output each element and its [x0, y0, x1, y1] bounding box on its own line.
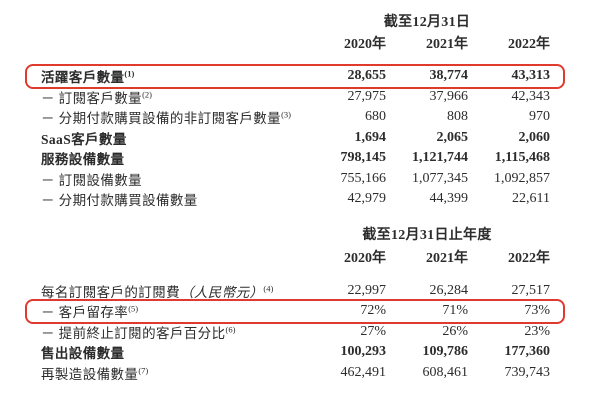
table1-year-2022: 2022年	[508, 37, 550, 52]
table2-year-2020: 2020年	[344, 250, 386, 266]
value-2021: 808	[447, 109, 468, 125]
table2-year-2021: 2021年	[426, 250, 468, 266]
table1-year-2020: 2020年	[344, 37, 386, 52]
row-label: － 分期付款購買設備數量	[41, 193, 198, 209]
value-2021: 2,065	[436, 129, 469, 145]
value-2020: 798,145	[340, 150, 387, 166]
row-label: － 訂閱客戶數量(2)	[41, 89, 152, 106]
table-year-ended-dec31: 截至12月31日止年度 2020年 2021年 2022年 每名訂閱客戶的訂閱費…	[25, 226, 565, 384]
table2-period-header: 截至12月31日止年度	[362, 228, 492, 243]
value-2021: 44,399	[429, 191, 469, 207]
footnote-marker: (3)	[281, 109, 291, 120]
table-row-subscription-devices: － 訂閱設備數量 755,166 1,077,345 1,092,857	[32, 169, 556, 190]
row-label: － 提前終止訂閱的客戶百分比(6)	[41, 324, 236, 341]
value-2022: 42,343	[511, 88, 551, 104]
table2-year-header-row: 2020年 2021年 2022年	[32, 248, 556, 266]
footnote-marker: (5)	[128, 303, 139, 314]
table1-year-header-row: 2020年 2021年 2022年	[32, 34, 556, 52]
table1-period-header-row: 截至12月31日	[32, 12, 556, 30]
value-2020: 755,166	[340, 170, 387, 186]
value-2022: 1,092,857	[494, 170, 550, 186]
table-as-of-dec31: 截至12月31日 2020年 2021年 2022年 活躍客戶數量(1) 28,…	[25, 0, 565, 210]
table-row-installment-devices: － 分期付款購買設備數量 42,979 44,399 22,611	[32, 189, 556, 210]
table-row-active-customers: 活躍客戶數量(1) 28,655 38,774 43,313	[25, 63, 565, 89]
value-2021: 71%	[442, 303, 468, 319]
value-2022: 23%	[524, 323, 550, 339]
row-label-unit: （人民幣元）	[180, 284, 264, 300]
value-2022: 739,743	[504, 364, 551, 380]
value-2022: 22,611	[512, 191, 550, 207]
table1-rows: 活躍客戶數量(1) 28,655 38,774 43,313 － 訂閱客戶數量(…	[25, 63, 565, 210]
value-2022: 2,060	[518, 129, 551, 145]
table2-period-header-row: 截至12月31日止年度	[32, 226, 556, 243]
value-2020: 27%	[360, 323, 386, 339]
row-label: － 訂閱設備數量	[41, 172, 143, 188]
row-label: 服務設備數量	[41, 152, 125, 168]
table1-period-header: 截至12月31日	[383, 14, 471, 30]
value-2021: 26,284	[429, 282, 469, 298]
footnote-marker: (4)	[263, 283, 274, 294]
table-row-devices-sold: 售出設備數量 100,293 109,786 177,360	[32, 342, 556, 363]
table1-year-2021: 2021年	[426, 37, 468, 52]
row-label: 售出設備數量	[41, 346, 125, 362]
value-2020: 680	[365, 109, 386, 125]
row-label: － 客戶留存率(5)	[41, 303, 139, 321]
table-row-early-termination-percentage: － 提前終止訂閱的客戶百分比(6) 27% 26% 23%	[32, 322, 556, 343]
table2-rows: 每名訂閱客戶的訂閱費（人民幣元）(4) 22,997 26,284 27,517…	[25, 281, 565, 384]
row-label: － 分期付款購買設備的非訂閱客戶數量(3)	[41, 109, 291, 127]
table-row-customer-retention-rate: － 客戶留存率(5) 72% 71% 73%	[25, 298, 565, 324]
value-2020: 462,491	[340, 364, 387, 380]
table-row-subscription-fee-per-customer: 每名訂閱客戶的訂閱費（人民幣元）(4) 22,997 26,284 27,517	[32, 281, 556, 302]
value-2020: 72%	[360, 303, 386, 319]
table-row-remanufactured-devices: 再製造設備數量(7) 462,491 608,461 739,743	[32, 363, 556, 384]
row-label: 活躍客戶數量(1)	[41, 68, 135, 86]
value-2020: 1,694	[354, 129, 387, 145]
footnote-marker: (2)	[142, 89, 152, 100]
value-2021: 1,121,744	[412, 150, 468, 166]
value-2022: 73%	[524, 303, 550, 319]
row-label: SaaS客戶數量	[41, 131, 127, 147]
value-2021: 37,966	[429, 88, 469, 104]
footnote-marker: (7)	[138, 365, 149, 376]
value-2022: 177,360	[504, 344, 551, 360]
value-2020: 42,979	[347, 191, 387, 207]
value-2021: 109,786	[422, 344, 469, 360]
table-row-saas-customers: SaaS客戶數量 1,694 2,065 2,060	[32, 128, 556, 149]
footnote-marker: (1)	[124, 68, 135, 79]
table-row-subscription-customers: － 訂閱客戶數量(2) 27,975 37,966 42,343	[32, 87, 556, 108]
row-label: 每名訂閱客戶的訂閱費（人民幣元）(4)	[41, 283, 274, 300]
table-row-installment-nonsub-customers: － 分期付款購買設備的非訂閱客戶數量(3) 680 808 970	[32, 107, 556, 128]
table2-year-2022: 2022年	[508, 250, 550, 266]
value-2021: 26%	[442, 323, 468, 339]
table-row-devices-in-service: 服務設備數量 798,145 1,121,744 1,115,468	[32, 148, 556, 169]
row-label: 再製造設備數量(7)	[41, 365, 149, 382]
value-2020: 28,655	[347, 68, 387, 84]
value-2021: 608,461	[422, 364, 469, 380]
value-2020: 22,997	[347, 282, 387, 298]
value-2022: 43,313	[511, 68, 551, 84]
value-2020: 100,293	[340, 344, 387, 360]
value-2021: 38,774	[429, 68, 469, 84]
value-2022: 1,115,468	[494, 150, 550, 166]
footnote-marker: (6)	[225, 324, 236, 335]
value-2022: 970	[529, 109, 550, 125]
value-2021: 1,077,345	[412, 170, 468, 186]
value-2020: 27,975	[347, 88, 387, 104]
value-2022: 27,517	[511, 282, 551, 298]
